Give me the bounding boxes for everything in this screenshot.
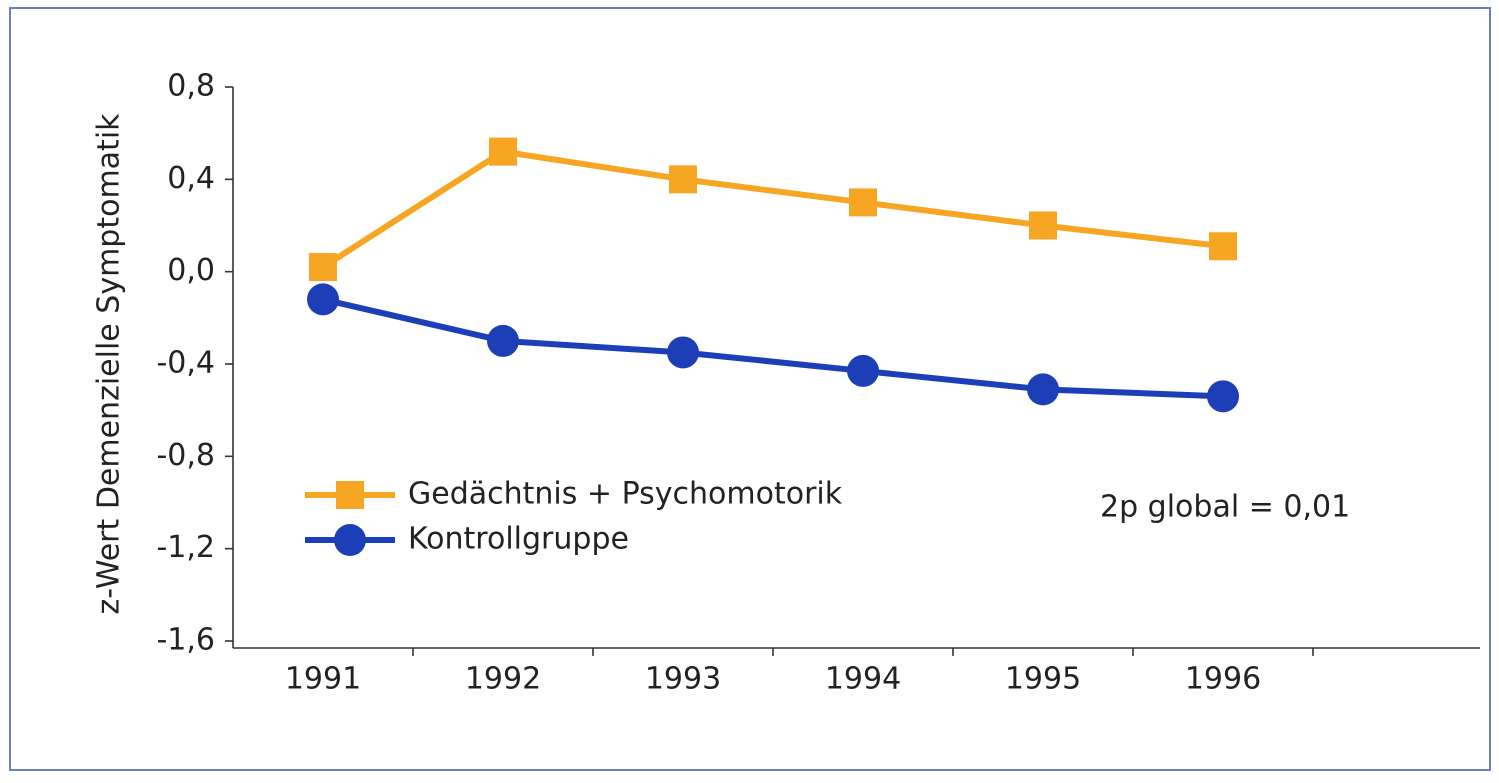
point	[1027, 373, 1059, 406]
y-axis-label: z-Wert Demenzielle Symptomatik	[92, 113, 127, 615]
x-tick-label: 1992	[465, 662, 541, 697]
y-tick-label: -1,6	[156, 623, 215, 658]
x-tick-label: 1994	[825, 662, 901, 697]
legend-label: Kontrollgruppe	[408, 522, 629, 557]
point	[1209, 232, 1237, 261]
x-tick-label: 1993	[645, 662, 721, 697]
y-tick-label: 0,4	[167, 161, 215, 196]
point	[487, 324, 519, 357]
point	[307, 283, 339, 316]
x-tick-label: 1996	[1185, 662, 1261, 697]
x-tick-label: 1995	[1005, 662, 1081, 697]
point	[1207, 380, 1239, 413]
point	[489, 137, 517, 166]
y-tick-label: -0,4	[156, 346, 215, 381]
point	[667, 336, 699, 369]
point	[669, 165, 697, 194]
annotation: 2p global = 0,01	[1100, 490, 1350, 525]
x-tick-label: 1991	[285, 662, 361, 697]
point	[847, 354, 879, 387]
legend-marker	[334, 524, 366, 556]
point	[309, 253, 337, 282]
frame	[9, 7, 1491, 771]
legend-label: Gedächtnis + Psychomotorik	[408, 477, 843, 512]
series-line	[322, 296, 1224, 400]
y-tick-label: -1,2	[156, 530, 215, 565]
legend-marker	[336, 481, 364, 509]
y-tick-label: 0,0	[167, 253, 215, 288]
y-tick-label: 0,8	[167, 69, 215, 104]
series-line	[321, 148, 1224, 270]
point	[1029, 211, 1057, 240]
point	[849, 188, 877, 217]
y-tick-label: -0,8	[156, 438, 215, 473]
